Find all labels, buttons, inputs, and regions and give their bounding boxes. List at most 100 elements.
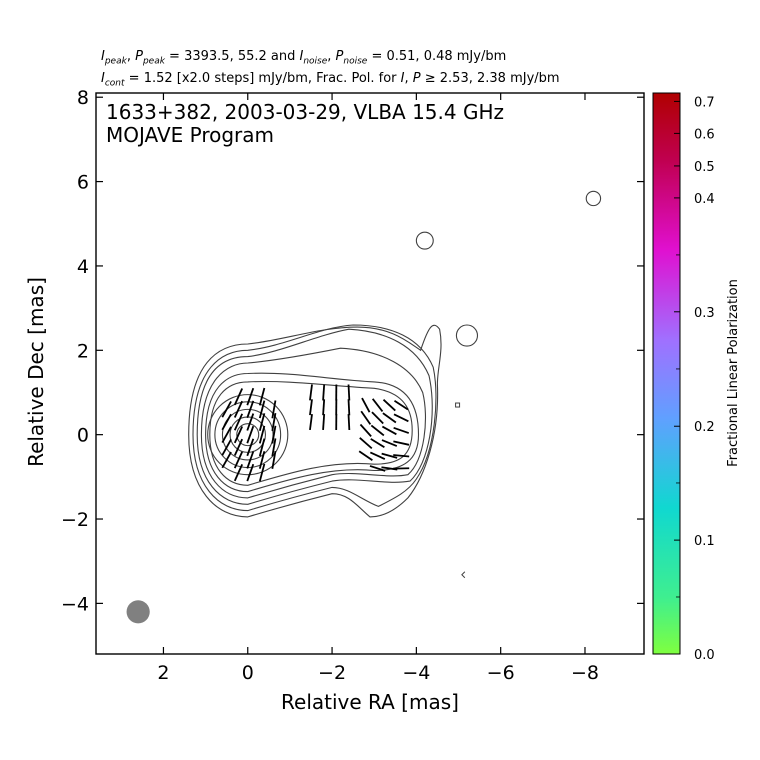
contour-island (585, 190, 602, 207)
evpa-tick (381, 439, 398, 447)
colorbar-ticks: 0.0 0.1 0.2 0.3 0.4 0.5 0.6 0.7 (674, 95, 715, 663)
evpa-tick (382, 399, 396, 412)
evpa-tick (233, 426, 244, 444)
evpa-tick (271, 425, 277, 444)
colorbar (652, 92, 681, 655)
evpa-tick (360, 410, 372, 425)
x-axis-label: Relative RA [mas] (281, 690, 459, 714)
evpa-tick (361, 397, 371, 413)
evpa-tick (369, 451, 386, 460)
y-tick-label: 8 (77, 87, 89, 109)
evpa-tick (393, 413, 409, 423)
evpa-tick (258, 387, 266, 406)
evpa-tick (258, 413, 266, 431)
evpa-tick (393, 426, 410, 434)
evpa-tick (258, 438, 266, 457)
colorbar-tick-label: 0.2 (694, 420, 715, 435)
evpa-tick (393, 440, 410, 446)
evpa-tick (393, 400, 409, 411)
evpa-tick (371, 398, 384, 413)
evpa-ticks (221, 384, 410, 482)
header-line-2: Icont = 1.52 [x2.0 steps] mJy/bm, Frac. … (101, 71, 560, 89)
evpa-tick (221, 401, 232, 418)
evpa-tick (246, 400, 255, 419)
evpa-tick (381, 452, 398, 459)
colorbar-label: Fractional Linear Polarization (726, 279, 741, 467)
evpa-tick (233, 388, 244, 406)
contour-island (461, 571, 466, 579)
evpa-tick (322, 384, 326, 401)
evpa-tick (233, 438, 244, 456)
x-tick-label: −8 (571, 662, 599, 684)
y-tick-label: −2 (61, 509, 89, 531)
evpa-tick (221, 413, 232, 431)
evpa-tick (369, 465, 386, 472)
evpa-tick (393, 454, 410, 458)
evpa-tick (233, 464, 244, 482)
evpa-tick (347, 399, 351, 416)
evpa-tick (347, 384, 351, 401)
x-tick-label: 0 (242, 662, 254, 684)
evpa-tick (246, 451, 255, 469)
evpa-tick (359, 423, 372, 438)
contour-jet (196, 328, 433, 505)
evpa-tick (347, 413, 351, 431)
y-axis-label: Relative Dec [mas] (24, 277, 48, 467)
colorbar-tick-label: 0.1 (694, 534, 715, 549)
evpa-tick (358, 450, 373, 462)
evpa-tick (246, 413, 255, 431)
contour-island (455, 402, 461, 408)
evpa-tick (322, 399, 326, 416)
axes-frame (95, 92, 645, 655)
evpa-tick (370, 424, 385, 437)
y-tick-label: −4 (61, 593, 89, 615)
contour-core (229, 416, 267, 453)
evpa-tick (221, 426, 232, 443)
contour-jet (205, 372, 420, 493)
x-tick-label: −4 (402, 662, 430, 684)
evpa-tick (233, 451, 244, 469)
evpa-tick (246, 387, 255, 406)
beam-ellipse (126, 600, 150, 624)
contour-jet (209, 380, 413, 486)
x-tick-label: −2 (318, 662, 346, 684)
contour-core (236, 423, 260, 447)
evpa-tick (309, 384, 313, 401)
y-tick-label: 4 (77, 256, 89, 278)
evpa-tick (371, 411, 384, 425)
colorbar-tick-label: 0.7 (694, 95, 715, 110)
colorbar-tick-label: 0.5 (694, 160, 715, 175)
evpa-tick (370, 438, 385, 449)
evpa-tick (246, 463, 255, 482)
evpa-tick (322, 413, 326, 431)
x-axis: 2 0 −2 −4 −6 −8 (157, 93, 599, 684)
contour-jet (188, 324, 442, 518)
evpa-tick (309, 413, 313, 431)
evpa-tick (233, 413, 244, 431)
contour-set (188, 190, 602, 579)
header-line-1: Ipeak, Ppeak = 3393.5, 55.2 and Inoise, … (101, 49, 507, 67)
contour-island (415, 231, 434, 250)
y-axis: −4 −2 0 2 4 6 8 (61, 87, 644, 615)
colorbar-tick-label: 0.4 (694, 192, 715, 207)
evpa-tick (221, 451, 232, 469)
x-tick-label: 2 (157, 662, 169, 684)
contour-jet (192, 324, 437, 512)
evpa-tick (271, 412, 277, 432)
evpa-tick (381, 425, 397, 436)
evpa-tick (359, 437, 373, 450)
colorbar-tick-label: 0.6 (694, 127, 715, 142)
evpa-tick (382, 412, 397, 424)
y-tick-label: 6 (77, 172, 89, 194)
evpa-tick (233, 400, 244, 418)
evpa-tick (258, 451, 266, 469)
contour-jet (200, 347, 427, 499)
contour-island (455, 324, 479, 347)
plot-area (126, 190, 602, 624)
inset-title-line-1: 1633+382, 2003-03-29, VLBA 15.4 GHz (106, 100, 504, 124)
y-tick-label: 0 (77, 425, 89, 447)
evpa-tick (271, 400, 277, 419)
evpa-tick (221, 439, 232, 456)
colorbar-tick-label: 0.0 (694, 648, 715, 663)
